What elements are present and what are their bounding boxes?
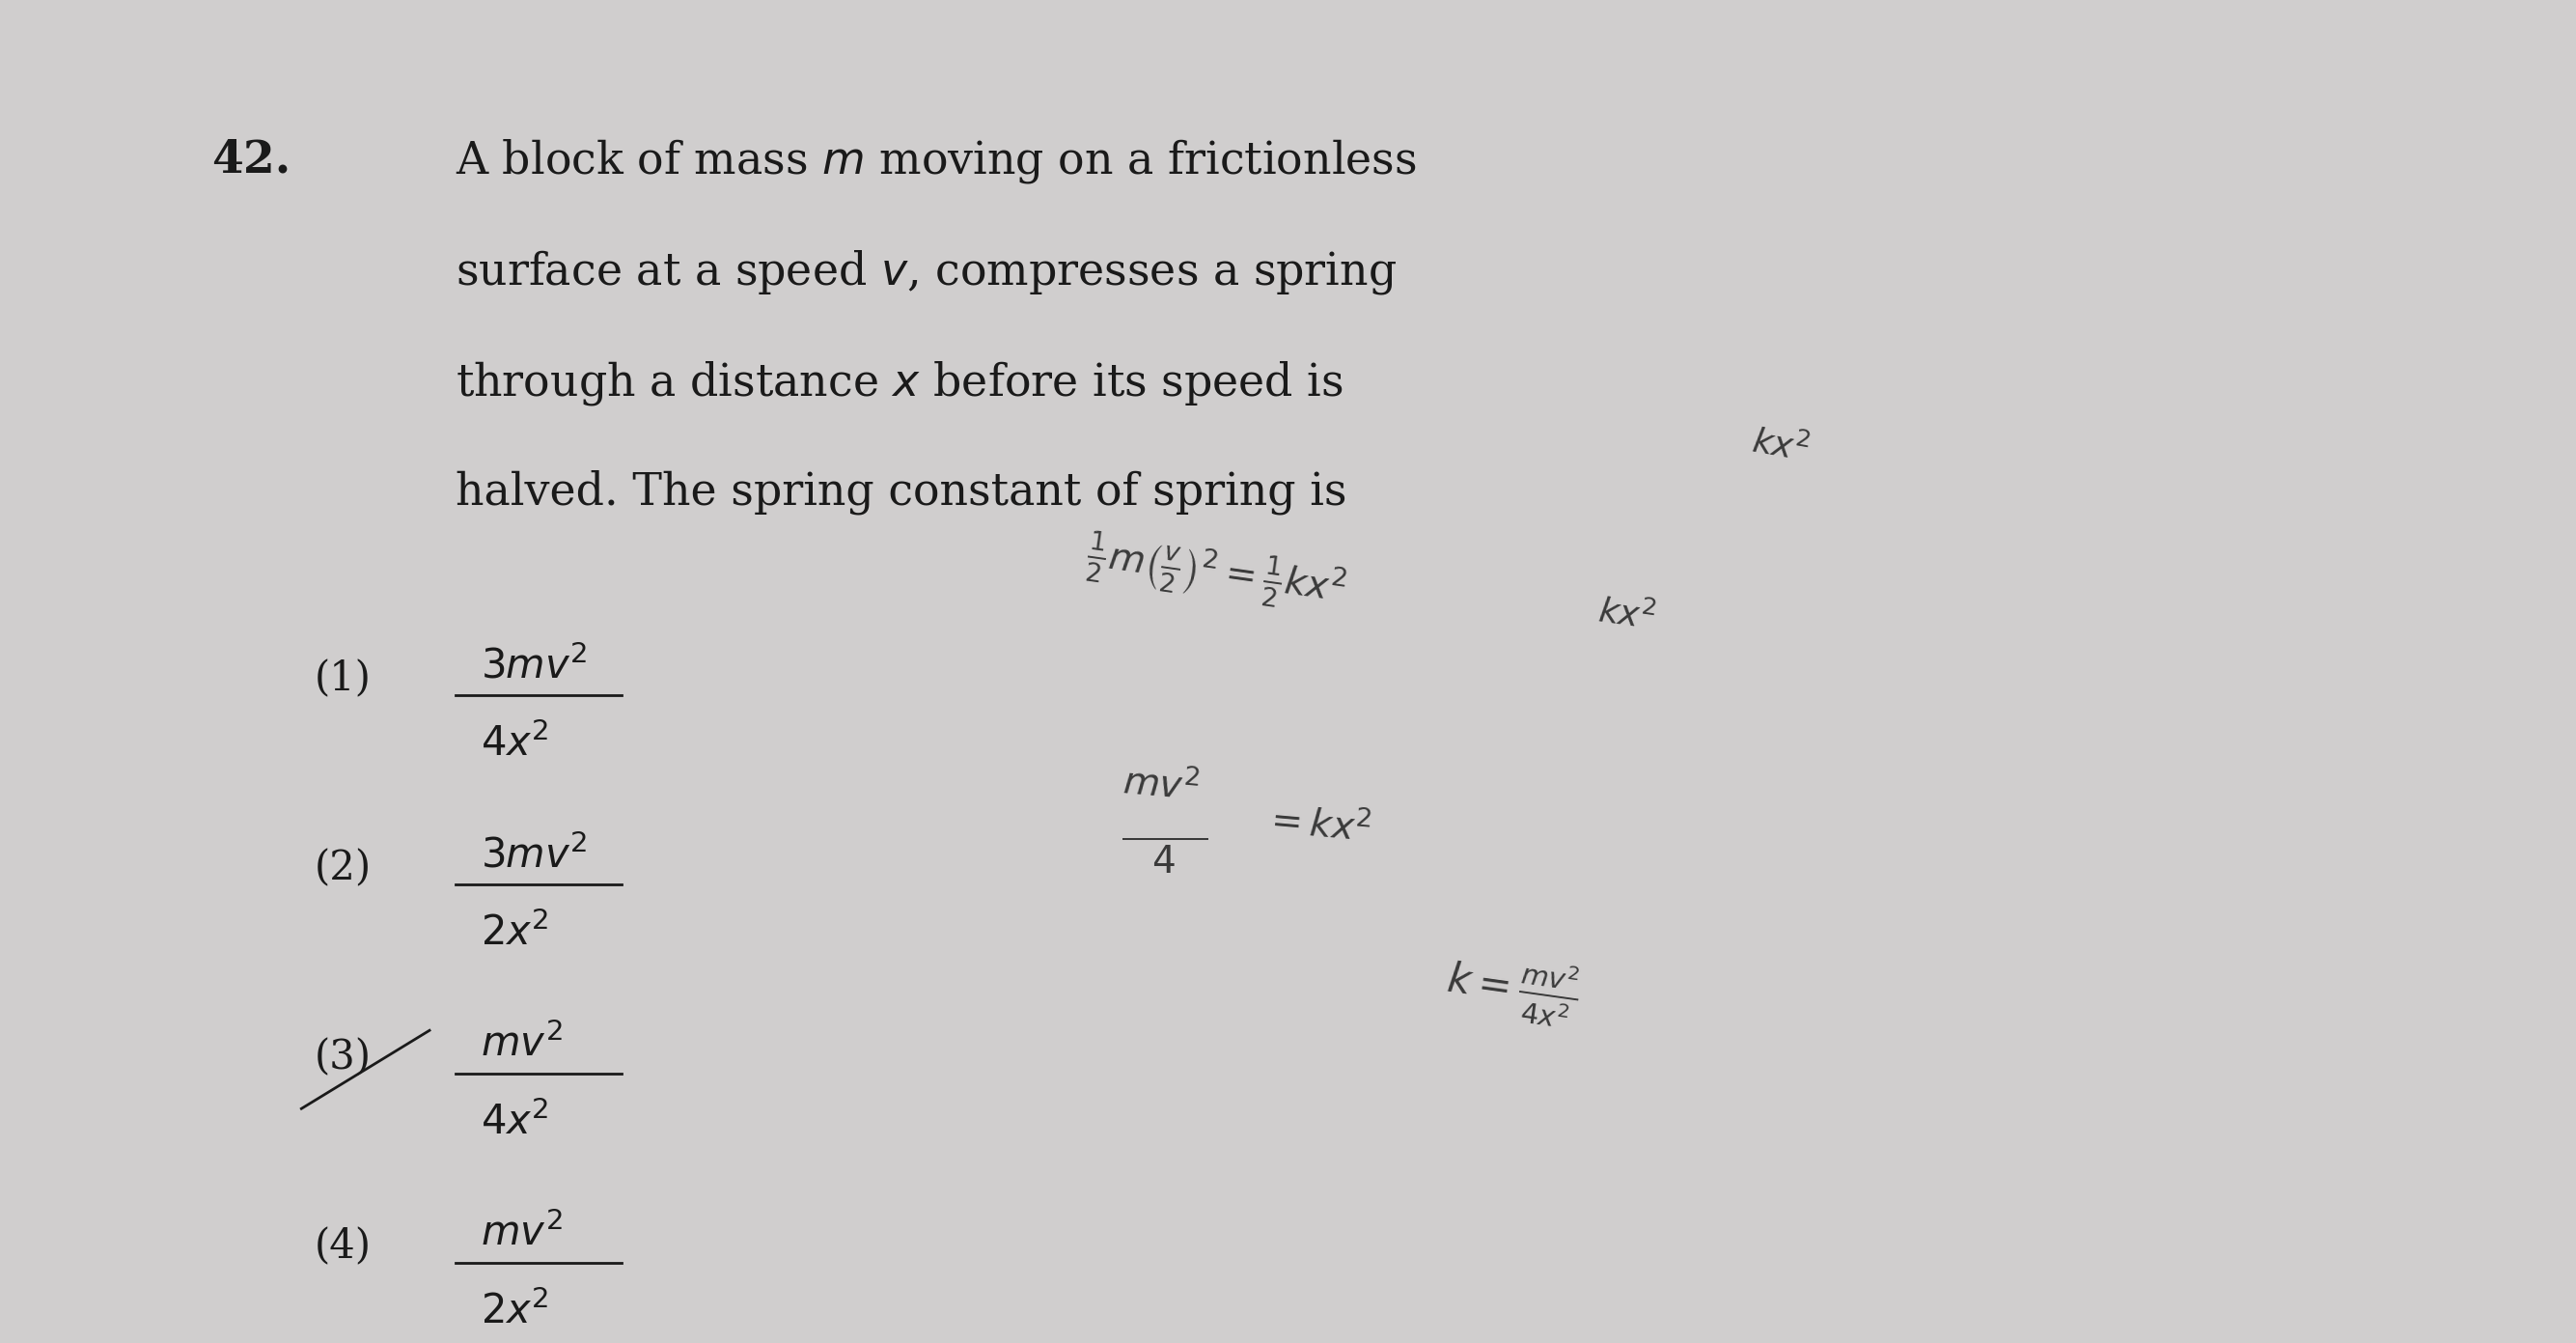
- Text: A block of mass $m$ moving on a frictionless: A block of mass $m$ moving on a friction…: [456, 137, 1417, 185]
- Text: through a distance $x$ before its speed is: through a distance $x$ before its speed …: [456, 359, 1342, 407]
- Text: $mv^2$: $mv^2$: [482, 1213, 562, 1254]
- Text: $= kx^2$: $= kx^2$: [1262, 802, 1373, 850]
- Text: (1): (1): [314, 658, 371, 700]
- Text: $k = \frac{mv^2}{4x^2}$: $k = \frac{mv^2}{4x^2}$: [1443, 945, 1584, 1031]
- Text: (3): (3): [314, 1037, 371, 1077]
- Text: (4): (4): [314, 1226, 371, 1266]
- Text: $2x^2$: $2x^2$: [482, 913, 549, 954]
- Text: $3mv^2$: $3mv^2$: [482, 835, 587, 876]
- Text: $kx^2$: $kx^2$: [1749, 424, 1811, 469]
- Text: $4x^2$: $4x^2$: [482, 724, 549, 766]
- Text: (2): (2): [314, 847, 371, 888]
- Text: $\overline{\;\;\;4\;\;\;}$: $\overline{\;\;\;4\;\;\;}$: [1121, 841, 1208, 882]
- Text: $kx^2$: $kx^2$: [1595, 594, 1656, 637]
- Text: $4x^2$: $4x^2$: [482, 1103, 549, 1143]
- Text: $\frac{1}{2}m\left(\frac{v}{2}\right)^2 = \frac{1}{2}kx^2$: $\frac{1}{2}m\left(\frac{v}{2}\right)^2 …: [1082, 528, 1350, 619]
- Text: $mv^2$: $mv^2$: [1121, 763, 1200, 808]
- Text: halved. The spring constant of spring is: halved. The spring constant of spring is: [456, 470, 1347, 514]
- Text: surface at a speed $v$, compresses a spring: surface at a speed $v$, compresses a spr…: [456, 248, 1396, 297]
- Text: $mv^2$: $mv^2$: [482, 1023, 562, 1065]
- Text: 42.: 42.: [211, 137, 291, 181]
- Text: $3mv^2$: $3mv^2$: [482, 646, 587, 686]
- Text: $2x^2$: $2x^2$: [482, 1291, 549, 1332]
